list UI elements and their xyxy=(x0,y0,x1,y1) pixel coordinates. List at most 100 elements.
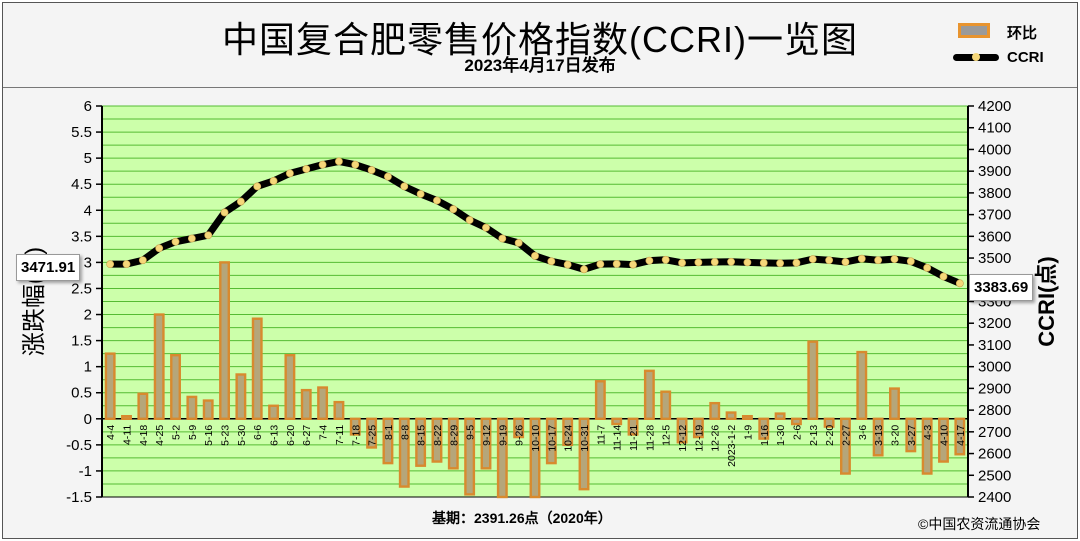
bar xyxy=(496,417,508,499)
bar xyxy=(741,414,753,420)
x-tick-label: 6-20 xyxy=(285,425,297,446)
ccri-point xyxy=(727,257,735,266)
x-tick-label: 2-6 xyxy=(791,425,803,440)
y2-tick-label: 2400 xyxy=(978,489,1011,506)
bar xyxy=(872,417,884,457)
bar xyxy=(529,417,541,499)
bar xyxy=(660,390,672,421)
x-tick-label: 3-27 xyxy=(906,425,918,446)
x-tick-label: 2023-1-2 xyxy=(726,425,738,467)
ccri-point xyxy=(253,182,262,191)
x-tick-label: 4-3 xyxy=(922,425,934,440)
ccri-point xyxy=(400,182,409,191)
y-tick-label: 0 xyxy=(84,411,92,428)
ccri-point xyxy=(335,157,343,166)
ccri-point xyxy=(302,165,311,173)
ccri-point xyxy=(318,160,327,169)
y2-tick-label: 4200 xyxy=(978,98,1011,115)
x-tick-label: 9-26 xyxy=(514,425,526,446)
header-divider xyxy=(3,87,1077,88)
ccri-point xyxy=(433,196,441,205)
ccri-point xyxy=(482,223,490,232)
x-tick-label: 10-24 xyxy=(563,425,575,452)
ccri-point xyxy=(759,258,768,267)
ccri-point xyxy=(449,205,458,214)
y-tick-label: -1 xyxy=(79,463,92,480)
y-tick-label: 4.5 xyxy=(71,176,92,193)
bar xyxy=(480,417,492,470)
ccri-point xyxy=(155,244,164,253)
y2-tick-label: 3900 xyxy=(978,163,1011,180)
bar xyxy=(790,417,802,426)
y-tick-label: -1.5 xyxy=(66,489,92,506)
x-tick-label: 9-12 xyxy=(481,425,493,446)
x-tick-label: 5-9 xyxy=(187,425,199,440)
y-tick-label: 6 xyxy=(84,98,92,115)
ccri-point xyxy=(514,238,523,247)
bar xyxy=(104,352,116,420)
x-tick-label: 7-25 xyxy=(367,425,379,446)
x-tick-label: 9-5 xyxy=(465,425,477,440)
x-tick-label: 1-30 xyxy=(775,425,787,446)
x-tick-label: 4-10 xyxy=(938,425,950,446)
chart-subtitle: 2023年4月17日发布 xyxy=(464,56,616,75)
x-tick-label: 4-4 xyxy=(105,425,117,440)
ccri-point xyxy=(857,254,866,263)
x-tick-label: 10-17 xyxy=(546,425,558,452)
bar xyxy=(594,380,606,421)
ccri-point xyxy=(808,255,817,264)
y2-tick-label: 2500 xyxy=(978,467,1011,484)
ccri-point xyxy=(580,265,588,274)
ccri-point xyxy=(220,208,229,217)
y-tick-label: 1 xyxy=(84,359,92,376)
x-tick-label: 8-29 xyxy=(448,425,460,446)
bar xyxy=(349,417,361,436)
bar xyxy=(611,417,623,426)
y-tick-label: 3 xyxy=(84,254,92,271)
x-tick-label: 12-12 xyxy=(677,425,689,452)
x-tick-label: 11-28 xyxy=(644,425,656,451)
x-tick-label: 8-8 xyxy=(399,425,411,440)
y2-tick-label: 3800 xyxy=(978,185,1011,202)
bar xyxy=(921,417,933,475)
y2-tick-label: 3200 xyxy=(978,315,1011,332)
bar xyxy=(676,417,688,444)
bar xyxy=(840,417,851,475)
x-tick-label: 8-1 xyxy=(383,425,395,440)
bar xyxy=(954,417,966,456)
ccri-point xyxy=(351,160,360,169)
ccri-point xyxy=(563,260,572,269)
y-tick-label: -0.5 xyxy=(66,437,92,454)
y-tick-label: 1.5 xyxy=(71,333,92,350)
y2-tick-label: 3700 xyxy=(978,207,1011,224)
x-tick-label: 12-5 xyxy=(661,425,673,446)
x-tick-label: 2-27 xyxy=(840,425,852,446)
bar xyxy=(578,417,590,491)
ccri-point xyxy=(906,257,915,266)
bar xyxy=(219,261,230,420)
x-tick-label: 11-14 xyxy=(612,425,624,451)
bar xyxy=(692,417,704,439)
ccri-point xyxy=(710,258,719,266)
bar xyxy=(758,417,770,440)
x-tick-label: 7-4 xyxy=(318,425,330,440)
bar xyxy=(366,417,378,449)
bar xyxy=(300,388,312,421)
y2-tick-label: 4100 xyxy=(978,120,1011,137)
y2-tick-label: 2600 xyxy=(978,446,1011,463)
x-tick-label: 7-18 xyxy=(350,425,362,446)
bar xyxy=(807,340,819,421)
bar xyxy=(627,417,639,436)
x-tick-label: 11-21 xyxy=(628,425,640,451)
ccri-point xyxy=(596,260,605,269)
ccri-point xyxy=(547,257,556,266)
x-tick-label: 8-22 xyxy=(432,425,444,446)
ccri-point xyxy=(890,255,899,264)
legend-bar-swatch xyxy=(958,23,990,38)
bar xyxy=(431,417,443,463)
x-tick-label: 4-18 xyxy=(138,425,150,446)
x-tick-label: 3-13 xyxy=(873,425,885,446)
bar xyxy=(317,386,329,420)
x-tick-label: 9-19 xyxy=(497,425,509,446)
ccri-point xyxy=(825,256,834,265)
